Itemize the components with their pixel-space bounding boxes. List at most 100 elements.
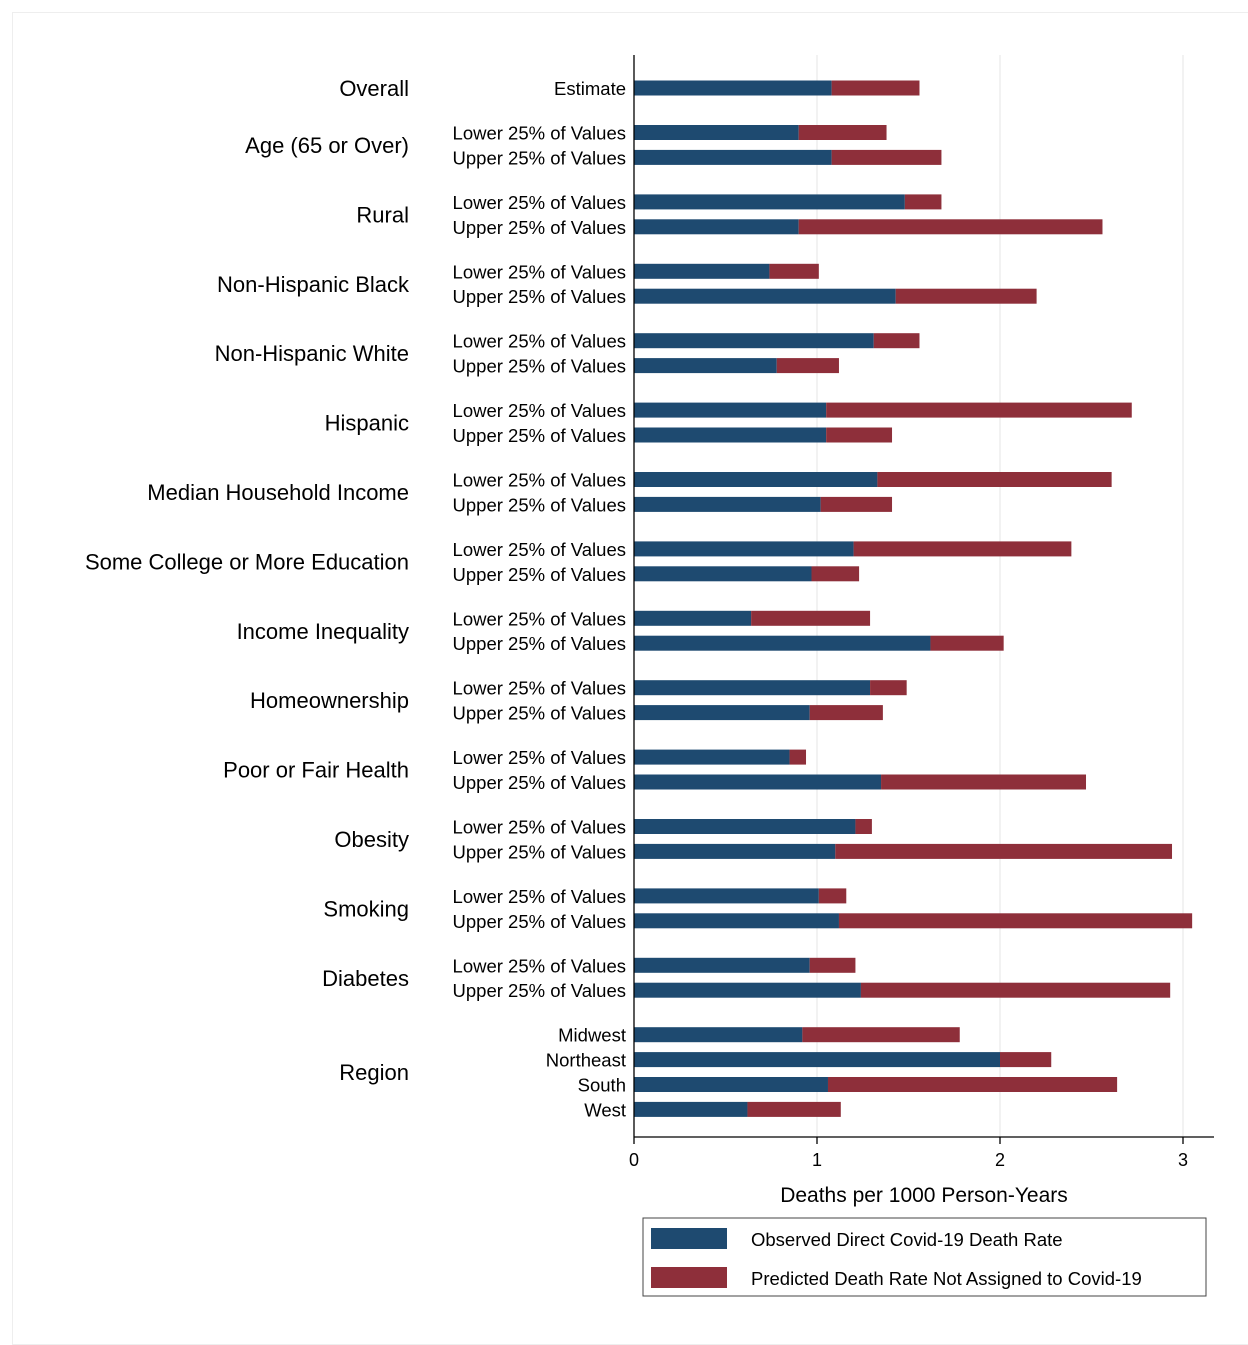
bar-label: Upper 25% of Values [453, 980, 626, 1001]
bar-predicted [827, 1077, 1118, 1092]
group-label: Rural [356, 202, 409, 227]
bar-label: Upper 25% of Values [453, 425, 626, 446]
bar-predicted [809, 705, 883, 721]
bar-predicted [751, 610, 871, 626]
legend-swatch [651, 1228, 727, 1249]
bar-label: Lower 25% of Values [453, 261, 626, 282]
axes: 0 1 2 3 [629, 55, 1214, 1170]
bar-predicted [873, 333, 920, 349]
bar-label: Upper 25% of Values [453, 841, 626, 862]
legend: Observed Direct Covid-19 Death Rate Predi… [642, 1217, 1207, 1297]
bar-label: Lower 25% of Values [453, 886, 626, 907]
bar-predicted [1000, 1052, 1052, 1068]
bar-predicted [809, 957, 856, 973]
bar-predicted [769, 263, 819, 279]
group-label: Overall [339, 76, 409, 101]
group-label: Non-Hispanic Black [217, 272, 410, 297]
bar-predicted [930, 635, 1004, 651]
group-label: Diabetes [322, 966, 409, 991]
bar-predicted [818, 888, 847, 904]
legend-box [642, 1217, 1207, 1297]
x-tick-label: 0 [629, 1150, 639, 1170]
group-label: Non-Hispanic White [215, 341, 409, 366]
bar-observed [634, 125, 799, 140]
bar-observed [634, 610, 752, 626]
bar-label: Midwest [558, 1025, 626, 1046]
group-label: Obesity [334, 827, 409, 852]
bar-label: Lower 25% of Values [453, 400, 626, 421]
bar-predicted [838, 913, 1193, 929]
bar-observed [634, 982, 861, 998]
bar-predicted [904, 194, 942, 210]
bar-label: Upper 25% of Values [453, 633, 626, 654]
bar-observed [634, 263, 770, 279]
bar-label: Lower 25% of Values [453, 331, 626, 352]
bar-label: Upper 25% of Values [453, 772, 626, 793]
bar-observed [634, 1027, 803, 1043]
bar-predicted [831, 80, 920, 96]
bar-predicted [860, 982, 1171, 998]
bar-label: Upper 25% of Values [453, 564, 626, 585]
x-tick-label: 3 [1178, 1150, 1188, 1170]
bar-observed [634, 149, 832, 165]
bar-label: Lower 25% of Values [453, 817, 626, 838]
group-label: Poor or Fair Health [223, 758, 409, 783]
bar-predicted [895, 288, 1037, 304]
group-label: Smoking [323, 896, 409, 921]
bar-predicted [853, 541, 1072, 557]
group-label: Region [339, 1060, 409, 1085]
bar-label: South [578, 1075, 626, 1096]
bar-predicted [798, 125, 887, 140]
legend-entry: Observed Direct Covid-19 Death Rate [751, 1229, 1063, 1250]
bar-predicted [811, 566, 860, 582]
bar-observed [634, 1101, 748, 1117]
bar-predicted [877, 472, 1112, 487]
bar-observed [634, 472, 878, 487]
x-tick-label: 2 [995, 1150, 1005, 1170]
bar-label: Lower 25% of Values [453, 678, 626, 699]
bar-predicted [798, 219, 1103, 235]
bar-predicted [789, 749, 807, 765]
bar-observed [634, 1077, 828, 1092]
bar-predicted [820, 496, 893, 512]
row-labels: Estimate Overall Lower 25% of Values Upper … [85, 76, 626, 1120]
group-label: Age (65 or Over) [245, 133, 409, 158]
bar-label: Upper 25% of Values [453, 147, 626, 168]
bar-predicted [870, 680, 907, 696]
bar-predicted [835, 843, 1173, 859]
legend-swatch [651, 1267, 727, 1288]
bar-observed [634, 705, 810, 721]
bar-observed [634, 749, 790, 765]
bar-label: Lower 25% of Values [453, 192, 626, 213]
bar-observed [634, 333, 874, 349]
bar-label: Lower 25% of Values [453, 539, 626, 560]
bar-predicted [831, 149, 942, 165]
gridlines [816, 55, 1184, 1137]
bar-predicted [826, 402, 1132, 418]
bar-label: Lower 25% of Values [453, 123, 626, 144]
bar-predicted [855, 819, 872, 834]
bar-label: Estimate [554, 78, 626, 99]
bar-label: Northeast [546, 1050, 626, 1071]
bars [634, 80, 1193, 1117]
group-label: Homeownership [250, 688, 409, 713]
group-label: Median Household Income [147, 480, 409, 505]
bar-observed [634, 957, 810, 973]
bar-predicted [776, 358, 839, 374]
x-axis-title: Deaths per 1000 Person-Years [780, 1184, 1068, 1207]
bar-label: Upper 25% of Values [453, 494, 626, 515]
bar-observed [634, 888, 819, 904]
bar-label: Lower 25% of Values [453, 608, 626, 629]
bar-predicted [802, 1027, 960, 1043]
bar-label: Lower 25% of Values [453, 747, 626, 768]
x-tick-label: 1 [812, 1150, 822, 1170]
bar-observed [634, 680, 871, 696]
bar-observed [634, 566, 812, 582]
bar-observed [634, 635, 931, 651]
bar-label: Lower 25% of Values [453, 955, 626, 976]
bar-observed [634, 358, 777, 374]
group-label: Income Inequality [237, 619, 409, 644]
bar-observed [634, 843, 836, 859]
legend-entry: Predicted Death Rate Not Assigned to Cov… [751, 1268, 1142, 1289]
